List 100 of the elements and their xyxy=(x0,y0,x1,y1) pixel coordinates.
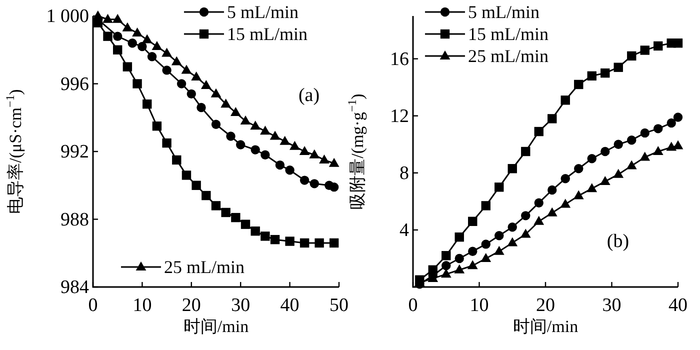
point xyxy=(329,238,339,248)
point xyxy=(132,79,142,88)
point xyxy=(494,246,504,255)
point xyxy=(613,168,624,178)
point xyxy=(508,222,517,232)
point xyxy=(113,45,122,54)
point xyxy=(454,232,464,242)
y-tick-label: 988 xyxy=(60,209,89,230)
y-tick-label: 1 000 xyxy=(46,6,89,27)
annotation: (b) xyxy=(606,231,630,252)
legend-label: 5 mL/min xyxy=(227,2,298,22)
x-tick-label: 30 xyxy=(231,295,250,316)
point xyxy=(236,140,246,150)
point xyxy=(652,146,664,155)
legend-label: 15 mL/min xyxy=(468,24,548,44)
point xyxy=(182,170,192,180)
point xyxy=(468,246,478,256)
point xyxy=(211,201,221,210)
point xyxy=(142,99,152,109)
point xyxy=(152,121,162,131)
point xyxy=(299,146,310,155)
point xyxy=(280,136,290,145)
point xyxy=(548,185,557,195)
point xyxy=(521,211,530,220)
point xyxy=(210,88,222,98)
point xyxy=(574,80,584,90)
point xyxy=(481,201,490,210)
point xyxy=(128,38,137,48)
point xyxy=(481,240,490,249)
point xyxy=(142,34,152,44)
point xyxy=(442,251,451,260)
point xyxy=(548,114,557,124)
legend-label: 25 mL/min xyxy=(164,257,244,277)
point xyxy=(171,56,182,66)
y-tick-label: 12 xyxy=(390,106,409,127)
point xyxy=(440,268,452,278)
x-tick-label: 10 xyxy=(470,295,489,316)
point xyxy=(162,66,172,75)
point xyxy=(162,48,172,57)
point xyxy=(250,226,260,236)
point xyxy=(300,238,310,248)
point xyxy=(202,190,211,200)
point xyxy=(627,135,636,145)
x-tick-label: 30 xyxy=(602,295,622,316)
point xyxy=(587,71,596,81)
point xyxy=(494,231,504,240)
legend-label: 25 mL/min xyxy=(468,46,548,66)
point xyxy=(560,174,570,184)
point xyxy=(309,149,320,158)
point xyxy=(122,22,133,32)
point xyxy=(521,146,530,156)
point xyxy=(442,261,451,270)
point xyxy=(319,154,330,164)
y-tick-label: 984 xyxy=(60,277,90,298)
point xyxy=(534,126,544,136)
y-tick-label: 4 xyxy=(400,220,410,241)
point xyxy=(270,234,280,244)
point xyxy=(122,62,132,72)
point xyxy=(573,190,584,200)
point xyxy=(314,238,324,248)
point xyxy=(112,14,123,23)
point xyxy=(546,207,558,216)
point xyxy=(507,237,518,246)
point xyxy=(586,183,598,192)
x-tick-label: 50 xyxy=(330,295,348,316)
point xyxy=(640,152,650,161)
point xyxy=(560,96,570,105)
point xyxy=(162,138,172,148)
point xyxy=(640,46,650,55)
y-tick-label: 992 xyxy=(60,142,89,162)
x-tick-label: 0 xyxy=(88,295,98,316)
point xyxy=(627,51,636,61)
point xyxy=(574,164,584,174)
point xyxy=(152,40,162,50)
point xyxy=(310,179,319,188)
point xyxy=(230,107,241,116)
point xyxy=(200,80,212,89)
point xyxy=(508,164,517,174)
point xyxy=(560,198,571,208)
point xyxy=(240,220,250,229)
legend-label: 15 mL/min xyxy=(227,24,308,44)
point xyxy=(454,264,465,274)
y-tick-label: 8 xyxy=(400,162,409,184)
point xyxy=(626,160,637,170)
point xyxy=(103,32,112,41)
annotation: (a) xyxy=(298,85,320,106)
point xyxy=(290,140,300,150)
point xyxy=(270,130,280,140)
point xyxy=(328,158,340,167)
point xyxy=(226,132,236,141)
point xyxy=(220,98,232,108)
legend-label: 5 mL/min xyxy=(468,2,540,22)
point xyxy=(172,155,182,165)
point xyxy=(260,232,270,241)
point xyxy=(285,236,294,246)
point xyxy=(260,126,270,135)
point xyxy=(614,62,623,72)
point xyxy=(113,32,122,41)
point xyxy=(285,166,294,175)
point xyxy=(138,42,147,52)
